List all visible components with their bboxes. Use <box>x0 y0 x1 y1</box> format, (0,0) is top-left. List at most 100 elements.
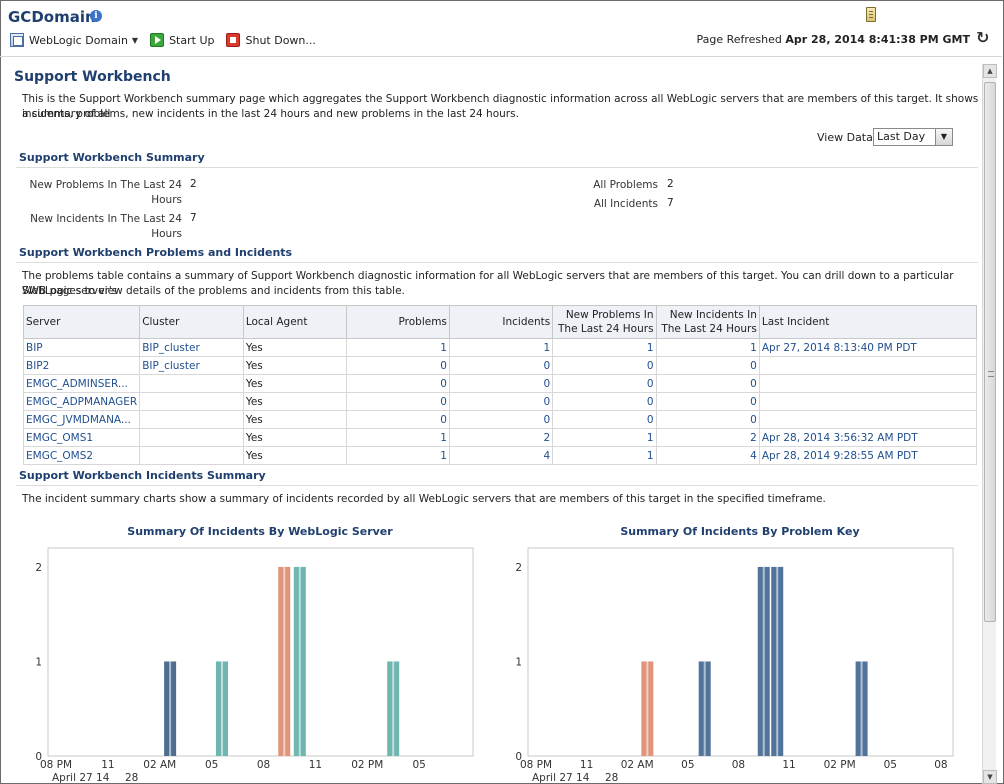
table-row: EMGC_JVMDMANA... Yes 0 0 0 0 <box>22 410 978 429</box>
bar[interactable] <box>771 566 784 756</box>
bar[interactable] <box>164 661 177 756</box>
page-refreshed-label: Page Refreshed <box>696 33 782 46</box>
problems-count-link[interactable]: 0 <box>345 392 450 411</box>
new-problems-count-link[interactable]: 1 <box>552 338 657 357</box>
x-tick-label: 02 AM <box>143 759 176 771</box>
info-icon[interactable]: i <box>90 10 102 22</box>
new-problems-label-line1: New Problems In The Last 24 <box>29 179 182 191</box>
column-header-new-problems[interactable]: New Problems In The Last 24 Hours <box>552 305 657 339</box>
column-header-new-problems-line1: New Problems In <box>565 309 654 321</box>
cluster-link[interactable]: BIP_cluster <box>139 356 244 375</box>
cluster-link[interactable] <box>139 428 244 447</box>
table-row: EMGC_OMS2 Yes 1 4 1 4 Apr 28, 2014 9:28:55 AM … <box>22 446 978 465</box>
plot-area <box>527 547 954 757</box>
column-header-cluster[interactable]: Cluster <box>139 305 244 339</box>
new-incidents-count-link[interactable]: 0 <box>655 392 760 411</box>
incidents-count-link[interactable]: 0 <box>448 356 554 375</box>
column-header-incidents[interactable]: Incidents <box>448 305 554 339</box>
bar[interactable] <box>641 661 654 756</box>
column-header-server[interactable]: Server <box>22 305 141 339</box>
pager-icon[interactable] <box>866 7 876 22</box>
start-up-button[interactable]: Start Up <box>150 33 214 47</box>
last-incident-link[interactable]: Apr 28, 2014 3:56:32 AM PDT <box>758 428 978 447</box>
cluster-link[interactable] <box>139 446 244 465</box>
column-header-local-agent[interactable]: Local Agent <box>242 305 347 339</box>
incidents-count-link[interactable]: 0 <box>448 410 554 429</box>
new-incidents-count-link[interactable]: 0 <box>655 410 760 429</box>
new-incidents-label-line2: Hours <box>151 228 182 240</box>
server-link[interactable]: BIP <box>22 338 141 357</box>
bar[interactable] <box>757 566 770 756</box>
incidents-count-link[interactable]: 4 <box>448 446 554 465</box>
new-incidents-count-link[interactable]: 0 <box>655 374 760 393</box>
cluster-link[interactable] <box>139 374 244 393</box>
server-link[interactable]: EMGC_ADPMANAGER <box>22 392 141 411</box>
column-header-problems[interactable]: Problems <box>345 305 450 339</box>
new-problems-count-link[interactable]: 0 <box>552 392 657 411</box>
new-incidents-count-link[interactable]: 0 <box>655 356 760 375</box>
weblogic-domain-menu[interactable]: WebLogic Domain ▼ <box>10 33 138 47</box>
new-problems-count-link[interactable]: 0 <box>552 356 657 375</box>
server-link[interactable]: EMGC_OMS2 <box>22 446 141 465</box>
vertical-scrollbar[interactable]: ▲ ▼ <box>982 64 997 784</box>
bar-highlight <box>860 661 863 756</box>
bar[interactable] <box>855 661 868 756</box>
bar[interactable] <box>216 661 228 756</box>
last-incident-link[interactable]: Apr 28, 2014 9:28:55 AM PDT <box>758 446 978 465</box>
bar-highlight <box>762 566 765 756</box>
new-problems-count-link[interactable]: 1 <box>552 446 657 465</box>
cluster-link[interactable]: BIP_cluster <box>139 338 244 357</box>
view-data-select[interactable]: Last Day ▼ <box>873 128 953 146</box>
last-incident-link[interactable] <box>758 374 978 393</box>
last-incident-link[interactable]: Apr 27, 2014 8:13:40 PM PDT <box>758 338 978 357</box>
problems-count-link[interactable]: 1 <box>345 338 450 357</box>
incidents-count-link[interactable]: 0 <box>448 374 554 393</box>
x-tick-label: 08 PM <box>520 759 552 771</box>
bar[interactable] <box>293 566 306 756</box>
incidents-summary-section-title: Support Workbench Incidents Summary <box>19 469 266 482</box>
last-incident-link[interactable] <box>758 356 978 375</box>
bar[interactable] <box>698 661 711 756</box>
new-incidents-count-link[interactable]: 1 <box>655 338 760 357</box>
shut-down-label: Shut Down... <box>245 33 316 47</box>
new-problems-count-link[interactable]: 1 <box>552 428 657 447</box>
bar-highlight <box>776 566 779 756</box>
new-problems-label: New Problems In The Last 24 Hours <box>28 178 182 208</box>
x-tick-label: 05 <box>412 759 425 771</box>
bar-highlight <box>283 566 286 756</box>
problems-count-link[interactable]: 1 <box>345 428 450 447</box>
column-header-new-incidents[interactable]: New Incidents In The Last 24 Hours <box>655 305 760 339</box>
incidents-count-link[interactable]: 1 <box>448 338 554 357</box>
refresh-icon[interactable]: ↻ <box>976 28 990 47</box>
new-incidents-count-link[interactable]: 4 <box>655 446 760 465</box>
new-incidents-count-link[interactable]: 2 <box>655 428 760 447</box>
y-tick-label: 1 <box>515 656 522 668</box>
incidents-count-link[interactable]: 2 <box>448 428 554 447</box>
x-tick-label: 05 <box>681 759 694 771</box>
problems-count-link[interactable]: 1 <box>345 446 450 465</box>
problems-count-link[interactable]: 0 <box>345 410 450 429</box>
x-tick-label: 11 <box>309 759 322 771</box>
server-link[interactable]: EMGC_OMS1 <box>22 428 141 447</box>
y-tick-label: 0 <box>515 751 522 763</box>
scrollbar-thumb[interactable] <box>984 82 996 622</box>
last-incident-link[interactable] <box>758 392 978 411</box>
server-link[interactable]: EMGC_JVMDMANA... <box>22 410 141 429</box>
cluster-link[interactable] <box>139 410 244 429</box>
problems-count-link[interactable]: 0 <box>345 374 450 393</box>
shut-down-button[interactable]: Shut Down... <box>226 33 316 47</box>
problems-count-link[interactable]: 0 <box>345 356 450 375</box>
local-agent-cell: Yes <box>242 428 347 447</box>
server-link[interactable]: EMGC_ADMINSER... <box>22 374 141 393</box>
bar[interactable] <box>278 566 291 756</box>
new-problems-count-link[interactable]: 0 <box>552 410 657 429</box>
cluster-link[interactable] <box>139 392 244 411</box>
server-link[interactable]: BIP2 <box>22 356 141 375</box>
scroll-down-icon[interactable]: ▼ <box>983 770 997 784</box>
last-incident-link[interactable] <box>758 410 978 429</box>
new-problems-count-link[interactable]: 0 <box>552 374 657 393</box>
column-header-last-incident[interactable]: Last Incident <box>758 305 978 339</box>
bar[interactable] <box>387 661 400 756</box>
incidents-count-link[interactable]: 0 <box>448 392 554 411</box>
scroll-up-icon[interactable]: ▲ <box>983 64 997 78</box>
